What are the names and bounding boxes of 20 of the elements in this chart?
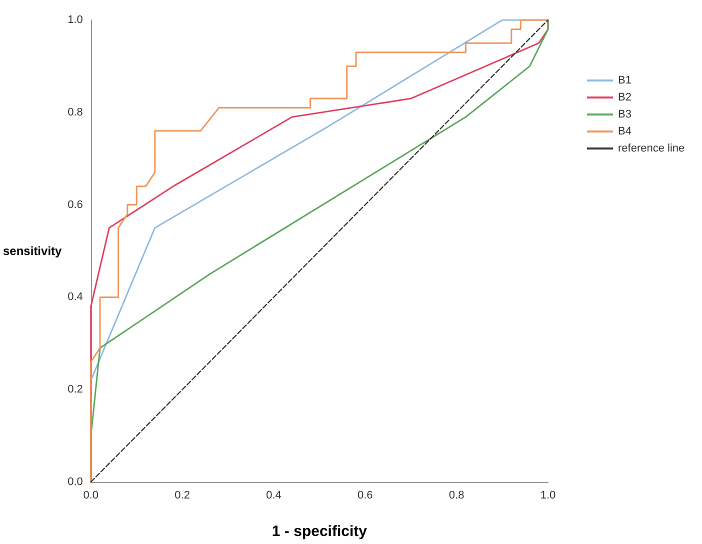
x-axis-title: 1 - specificity <box>272 523 368 540</box>
legend-label: B4 <box>618 126 632 138</box>
y-tick-label: 0.8 <box>68 106 83 118</box>
y-tick-label: 0.0 <box>68 476 83 488</box>
y-tick-label: 0.6 <box>68 198 83 211</box>
x-tick-label: 0.2 <box>174 490 190 502</box>
legend-label: B1 <box>618 74 632 86</box>
legend-label: reference line <box>618 142 685 154</box>
x-tick-label: 0.0 <box>83 490 99 502</box>
x-tick-label: 0.4 <box>266 490 282 502</box>
y-tick-label: 0.2 <box>68 384 83 396</box>
x-tick-label: 1.0 <box>540 490 556 502</box>
y-axis-title: sensitivity <box>2 244 62 258</box>
y-tick-label: 1.0 <box>68 14 83 26</box>
x-tick-label: 0.6 <box>358 490 373 502</box>
legend-label: B3 <box>618 108 632 120</box>
legend-label: B2 <box>618 92 632 104</box>
y-tick-label: 0.4 <box>68 291 83 304</box>
line-series <box>90 19 549 483</box>
x-tick-label: 0.8 <box>448 490 464 502</box>
